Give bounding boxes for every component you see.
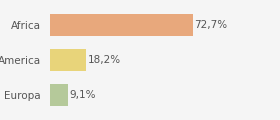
Bar <box>50 14 193 36</box>
Text: 9,1%: 9,1% <box>70 90 96 100</box>
Text: 72,7%: 72,7% <box>194 20 228 30</box>
Text: 18,2%: 18,2% <box>88 55 121 65</box>
Bar <box>50 84 68 106</box>
Bar <box>50 49 86 71</box>
